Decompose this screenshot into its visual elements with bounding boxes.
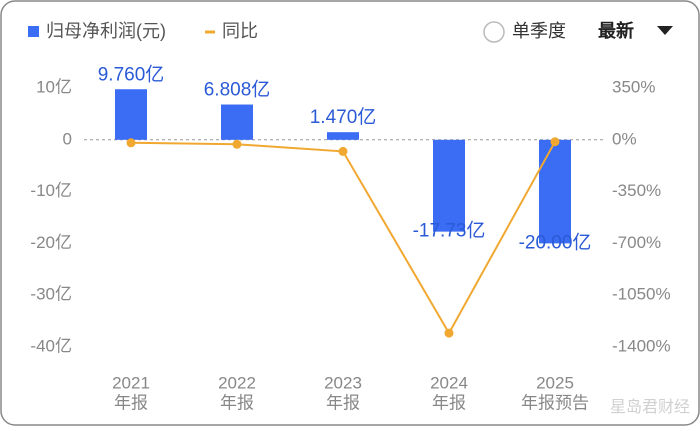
- y-tick-label: 10亿: [36, 77, 72, 96]
- y2-tick-label: -700%: [612, 233, 661, 252]
- x-tick-label: 2024: [430, 373, 468, 392]
- y-tick-label: -40亿: [30, 336, 72, 355]
- line-point: [550, 137, 560, 147]
- x-tick-sublabel: 年报: [432, 393, 466, 412]
- y-tick-label: -20亿: [30, 233, 72, 252]
- line-point: [126, 138, 136, 148]
- value-label: -17.73亿: [413, 220, 486, 242]
- bar: [433, 139, 465, 232]
- radio-control[interactable]: 单季度: [483, 21, 566, 43]
- y-tick-label: -10亿: [30, 181, 72, 200]
- value-label: 6.808亿: [204, 79, 271, 101]
- x-tick-label: 2023: [324, 373, 362, 392]
- dropdown-label[interactable]: 最新: [598, 20, 634, 41]
- bar: [327, 132, 359, 140]
- dropdown-arrow[interactable]: [657, 26, 673, 35]
- y-tick-label: -30亿: [30, 285, 72, 304]
- x-tick-label: 2025: [536, 373, 574, 392]
- x-tick-label: 2022: [218, 373, 256, 392]
- y2-tick-label: -350%: [612, 181, 661, 200]
- bar: [115, 89, 147, 140]
- value-label: -20.00亿: [519, 231, 592, 253]
- legend-label: 归母净利润(元): [46, 21, 166, 41]
- legend-swatch: [28, 26, 39, 37]
- line-point: [232, 139, 242, 149]
- radio-label[interactable]: 单季度: [512, 21, 566, 41]
- y2-tick-label: 0%: [612, 129, 637, 148]
- x-tick-sublabel: 年报: [220, 393, 254, 412]
- x-tick-sublabel: 年报: [114, 393, 148, 412]
- y2-tick-label: -1400%: [612, 336, 671, 355]
- bar: [539, 139, 571, 244]
- value-label: 9.760亿: [98, 63, 165, 85]
- radio-button[interactable]: [483, 21, 505, 43]
- dropdown[interactable]: 最新: [598, 20, 673, 41]
- x-tick-label: 2021: [112, 373, 150, 392]
- x-tick-sublabel: 年报: [326, 393, 360, 412]
- watermark: 星岛君财经: [610, 398, 690, 416]
- y-tick-label: 0: [63, 129, 72, 148]
- line-point: [444, 328, 454, 338]
- y2-tick-label: 350%: [612, 77, 655, 96]
- legend-label: 同比: [222, 21, 258, 41]
- value-label: 1.470亿: [310, 106, 377, 128]
- bar: [221, 104, 253, 140]
- line-point: [338, 146, 348, 156]
- x-tick-sublabel: 年报预告: [521, 393, 589, 412]
- y2-tick-label: -1050%: [612, 285, 671, 304]
